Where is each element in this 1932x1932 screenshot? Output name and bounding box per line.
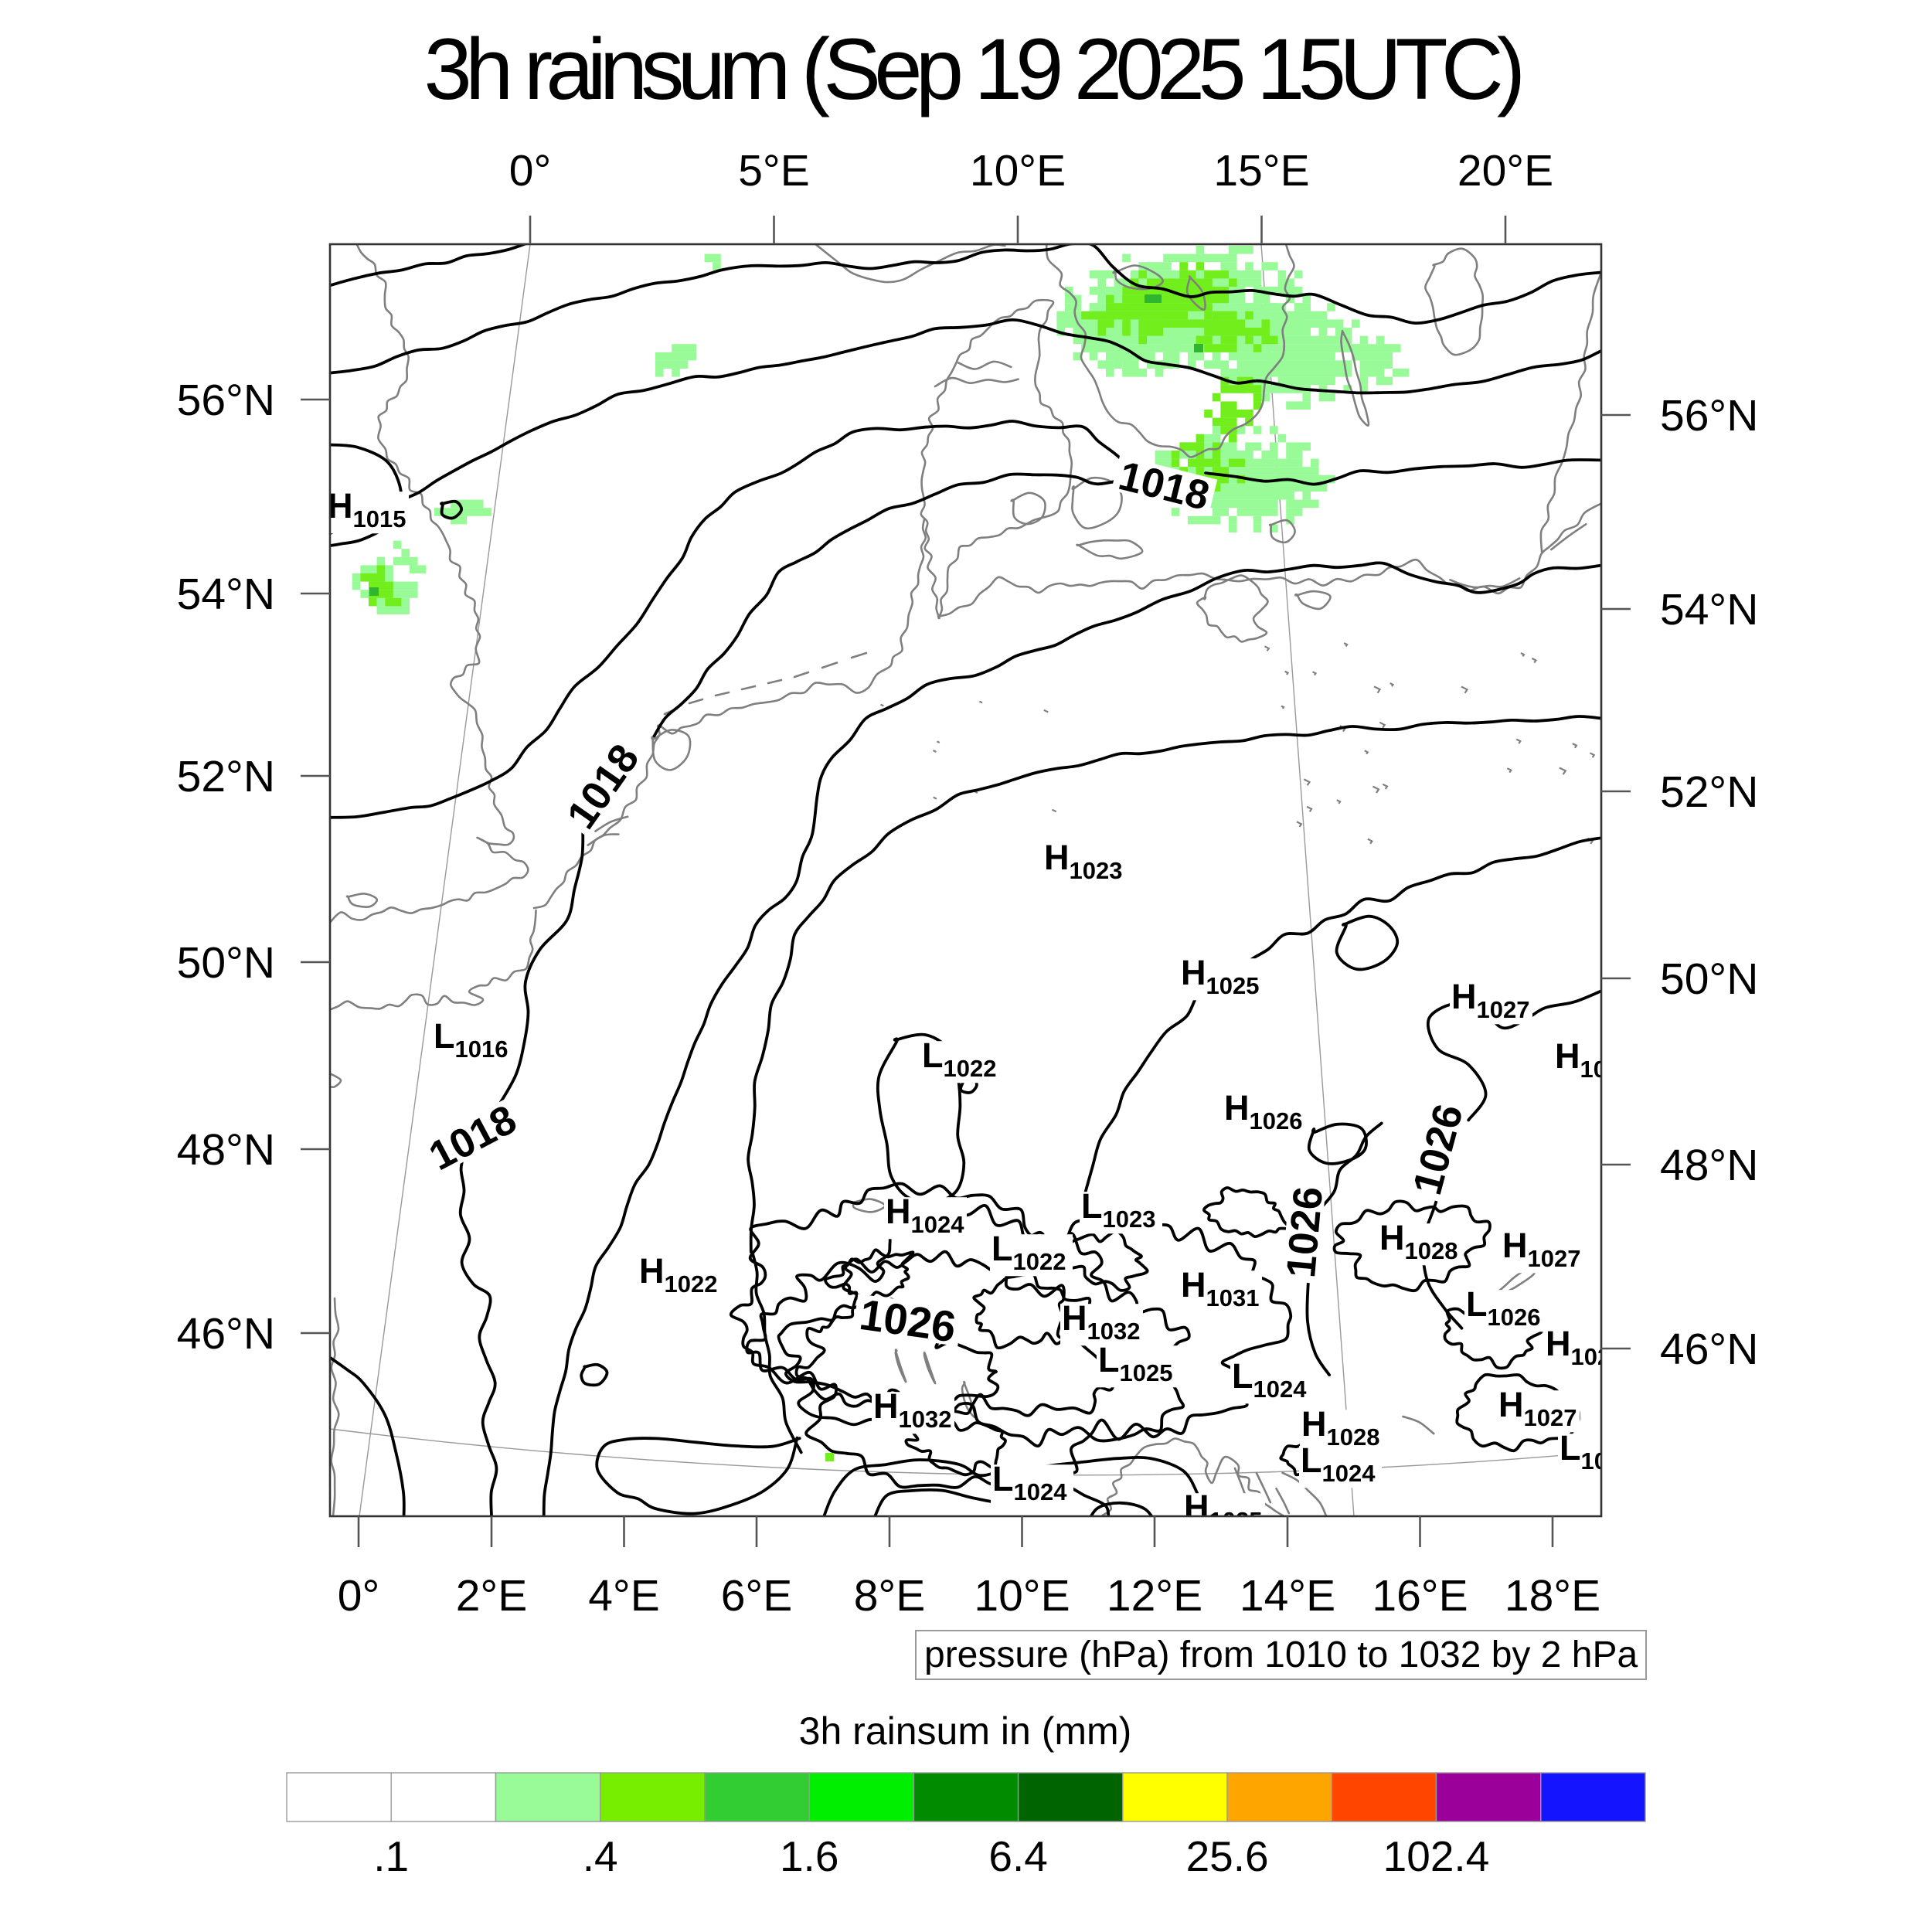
svg-text:3h rainsum (Sep 19 2025 15UTC): 3h rainsum (Sep 19 2025 15UTC) [424, 21, 1521, 117]
svg-text:16°E: 16°E [1372, 1571, 1468, 1621]
svg-text:6.4: 6.4 [988, 1832, 1047, 1880]
svg-text:2°E: 2°E [456, 1571, 528, 1621]
svg-text:54°N: 54°N [1660, 585, 1758, 634]
svg-text:1.6: 1.6 [780, 1832, 838, 1880]
svg-text:1026: 1026 [1278, 1185, 1332, 1280]
svg-text:6°E: 6°E [721, 1571, 793, 1621]
svg-text:56°N: 56°N [177, 376, 275, 425]
svg-text:46°N: 46°N [177, 1309, 275, 1359]
svg-text:10°E: 10°E [974, 1571, 1070, 1621]
svg-text:12°E: 12°E [1107, 1571, 1202, 1621]
svg-text:54°N: 54°N [177, 570, 275, 619]
svg-text:14°E: 14°E [1240, 1571, 1335, 1621]
svg-text:48°N: 48°N [1660, 1141, 1758, 1190]
svg-text:H1026: H1026 [1224, 1088, 1302, 1134]
svg-text:15°E: 15°E [1213, 146, 1309, 196]
svg-text:50°N: 50°N [177, 938, 275, 988]
svg-text:25.6: 25.6 [1186, 1832, 1269, 1880]
svg-text:48°N: 48°N [177, 1125, 275, 1175]
svg-text:50°N: 50°N [1660, 954, 1758, 1004]
svg-text:20°E: 20°E [1458, 146, 1553, 196]
svg-text:4°E: 4°E [588, 1571, 660, 1621]
svg-text:pressure (hPa) from 1010 to 10: pressure (hPa) from 1010 to 1032 by 2 hP… [924, 1634, 1638, 1675]
svg-text:52°N: 52°N [1660, 767, 1758, 817]
svg-text:.4: .4 [583, 1832, 618, 1880]
svg-text:102.4: 102.4 [1383, 1832, 1490, 1880]
svg-text:5°E: 5°E [738, 146, 810, 196]
svg-text:8°E: 8°E [854, 1571, 926, 1621]
svg-text:52°N: 52°N [177, 752, 275, 801]
svg-text:3h rainsum in (mm): 3h rainsum in (mm) [799, 1709, 1132, 1753]
svg-text:46°N: 46°N [1660, 1325, 1758, 1374]
svg-text:56°N: 56°N [1660, 391, 1758, 440]
svg-text:10°E: 10°E [970, 146, 1066, 196]
svg-text:0°: 0° [338, 1571, 380, 1621]
svg-text:0°: 0° [509, 146, 552, 196]
svg-text:18°E: 18°E [1505, 1571, 1600, 1621]
svg-text:.1: .1 [373, 1832, 409, 1880]
